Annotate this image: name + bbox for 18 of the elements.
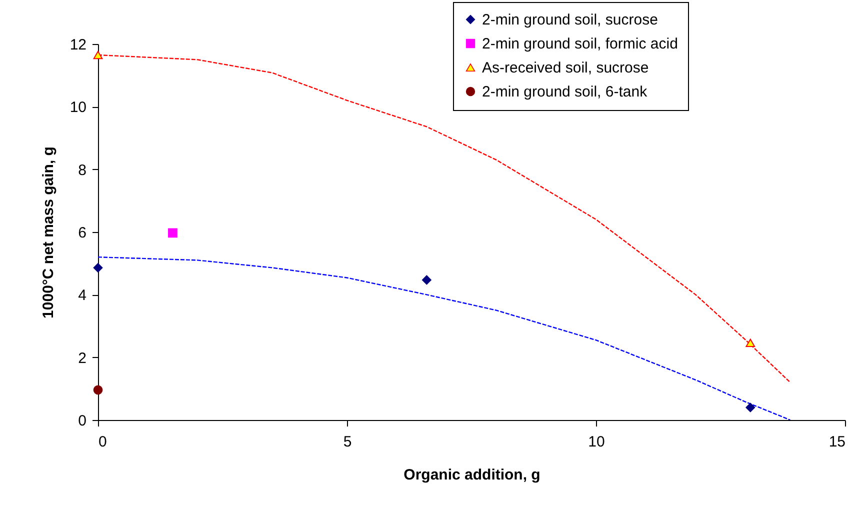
x-tick-label: 10 — [588, 434, 605, 450]
legend-label: 2-min ground soil, formic acid — [482, 36, 678, 52]
legend-label: 2-min ground soil, 6-tank — [482, 84, 648, 100]
legend-label: 2-min ground soil, sucrose — [482, 12, 658, 28]
y-tick-label: 12 — [70, 36, 86, 54]
x-axis-title: Organic addition, g — [404, 466, 540, 484]
x-tick-label: 5 — [343, 434, 352, 450]
y-tick-label: 6 — [78, 224, 86, 242]
y-tick-label: 0 — [78, 412, 86, 430]
y-tick-label: 4 — [78, 287, 86, 304]
y-tick-label: 8 — [78, 162, 86, 179]
x-tick-label: 15 — [828, 434, 846, 450]
y-tick-label: 10 — [70, 99, 86, 116]
legend-label: As-received soil, sucrose — [482, 60, 649, 76]
y-tick-label: 2 — [78, 350, 86, 367]
y-axis-title: 1000°C net mass gain, g — [40, 146, 57, 318]
line-series — [98, 256, 791, 420]
x-tick-label: 0 — [98, 434, 107, 450]
